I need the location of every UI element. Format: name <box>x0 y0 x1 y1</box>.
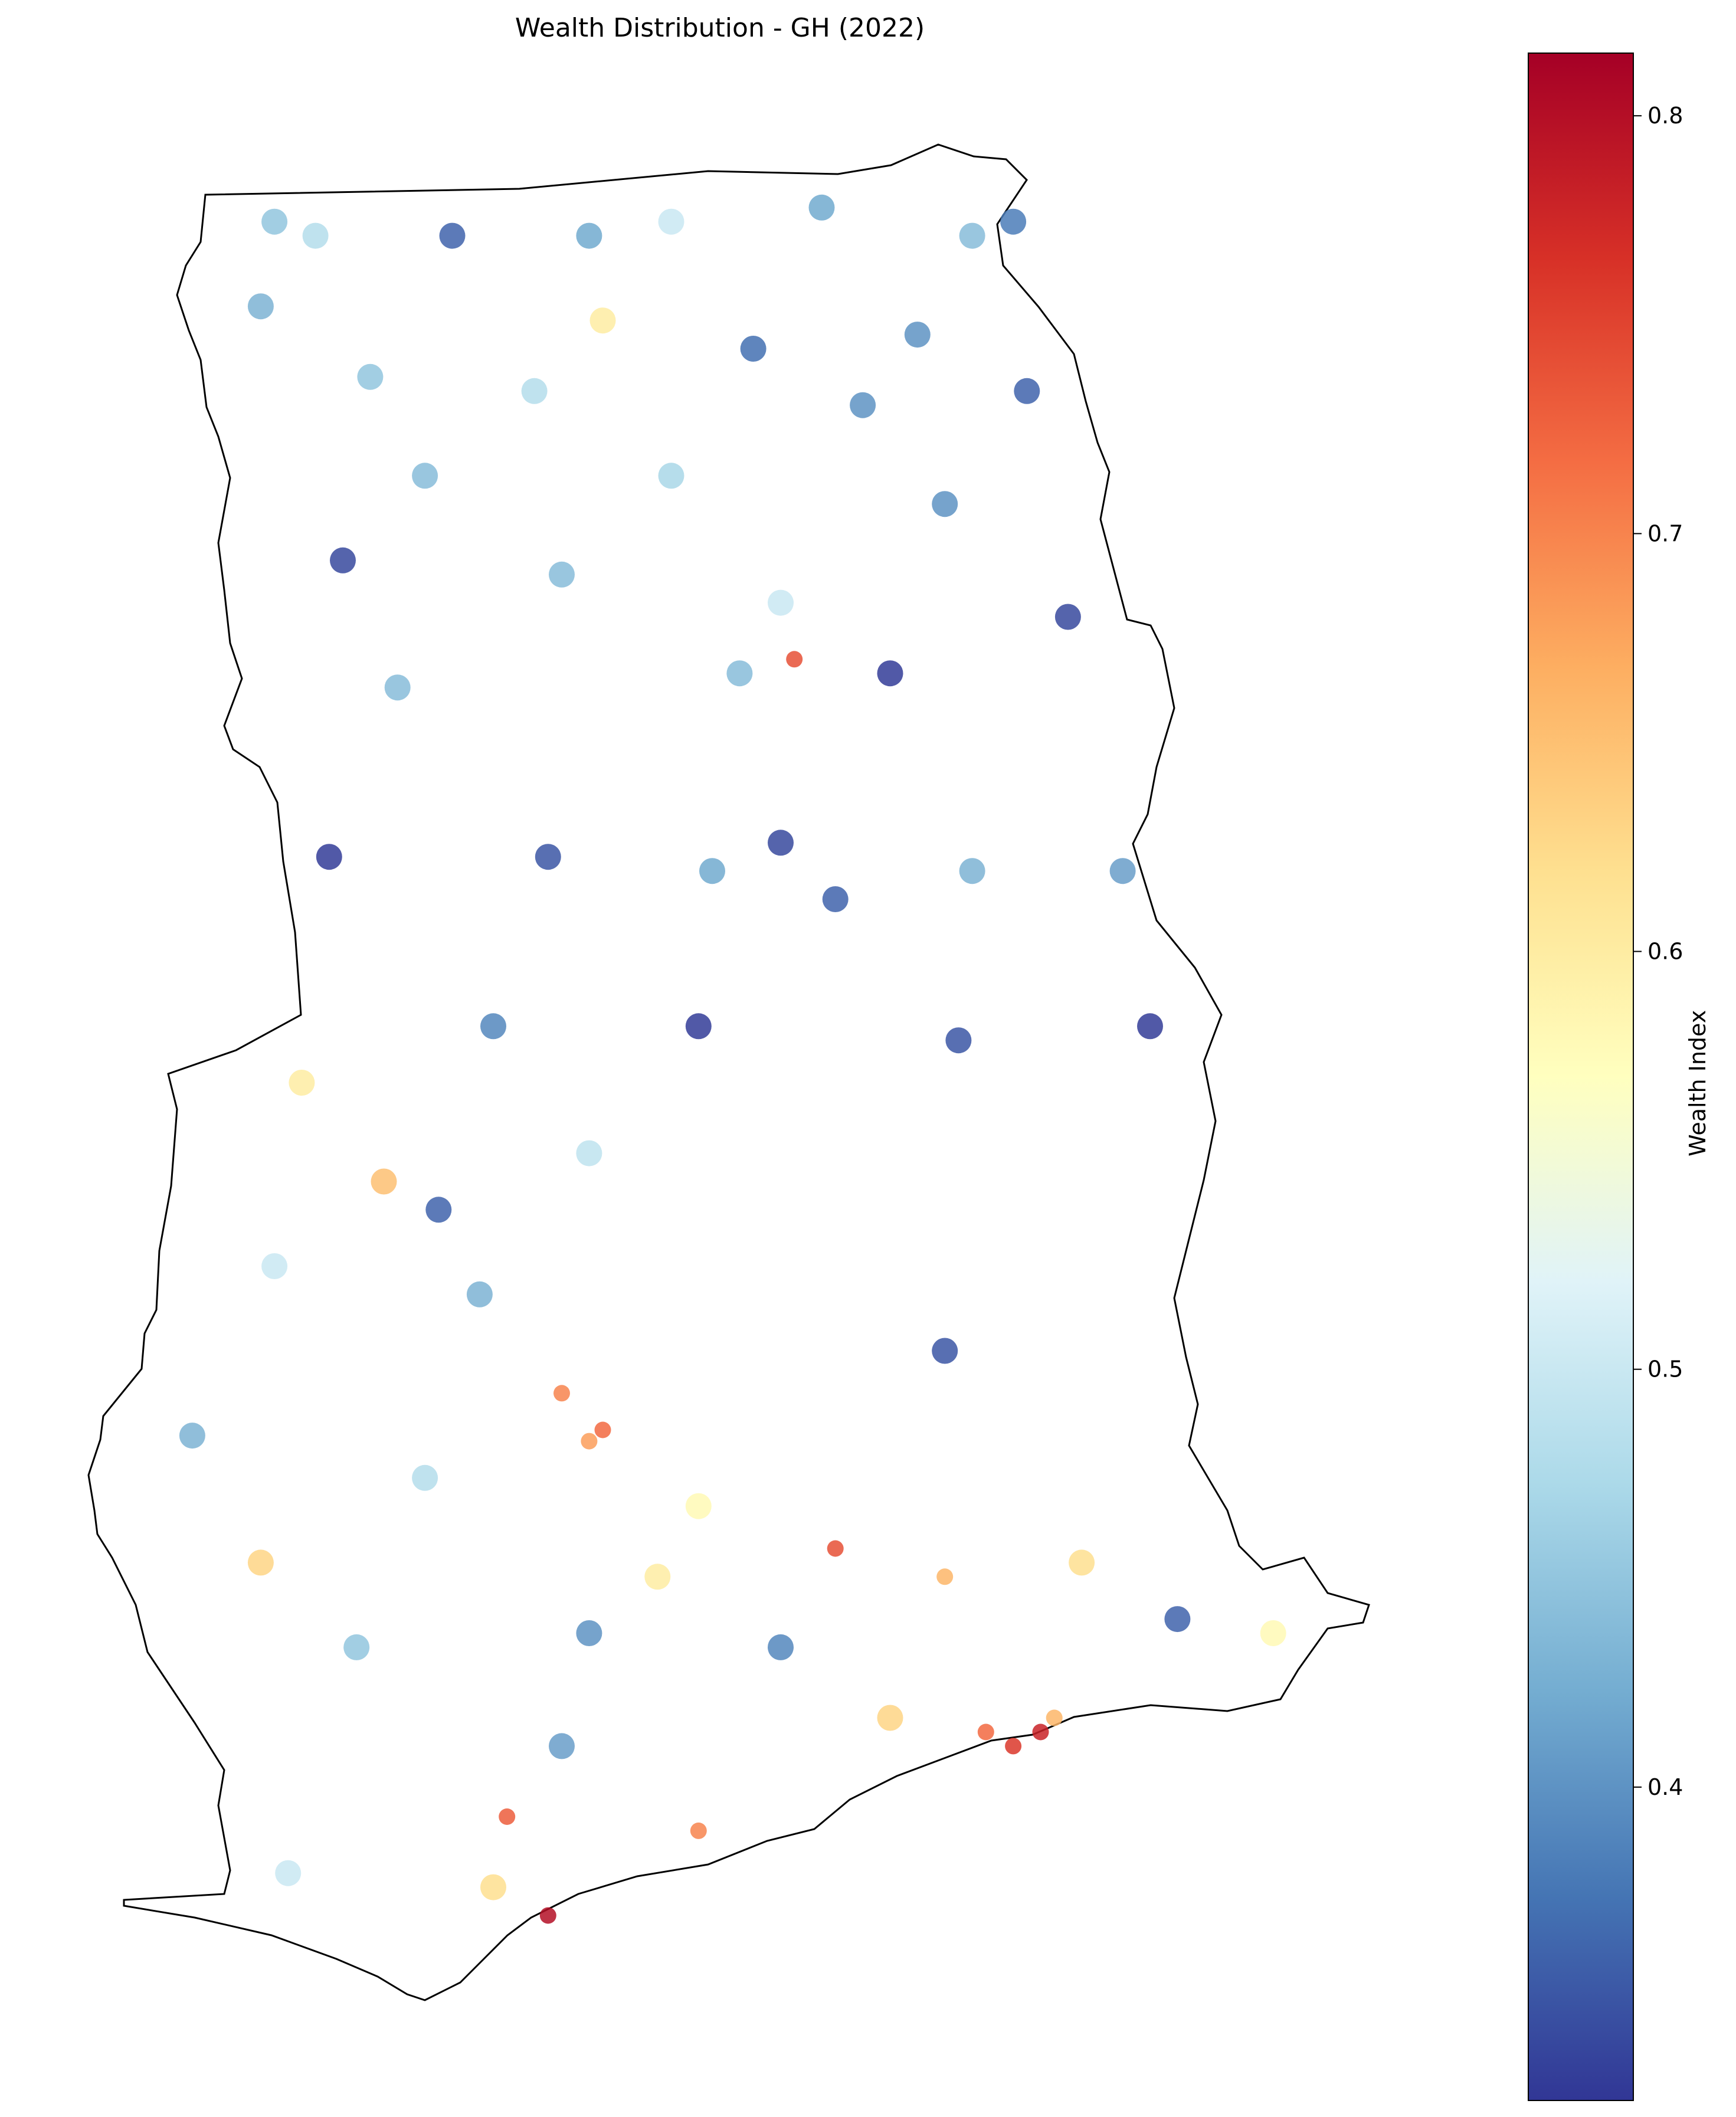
data-point <box>371 1168 397 1195</box>
data-point <box>480 1013 506 1040</box>
country-outline <box>87 143 1370 2001</box>
data-point <box>343 1634 370 1660</box>
data-point <box>1005 1738 1022 1755</box>
data-point <box>247 1549 274 1576</box>
data-point <box>549 561 575 588</box>
data-point <box>877 1705 903 1731</box>
data-point <box>808 194 835 221</box>
data-point <box>685 1013 712 1040</box>
data-point <box>261 208 288 235</box>
data-point <box>945 1027 972 1054</box>
data-point <box>425 1197 452 1223</box>
data-point <box>576 1140 602 1166</box>
data-point <box>1014 378 1040 404</box>
data-point <box>726 660 753 687</box>
data-point <box>330 547 356 574</box>
data-point <box>690 1822 707 1839</box>
colorbar-label: Wealth Index <box>1685 1010 1711 1156</box>
colorbar-gradient <box>1528 53 1634 2101</box>
data-point <box>261 1253 288 1279</box>
data-point <box>1260 1620 1286 1646</box>
colorbar-tick-label: 0.4 <box>1647 1774 1683 1800</box>
data-point <box>850 392 876 418</box>
data-point <box>466 1281 493 1307</box>
data-point <box>1137 1013 1163 1040</box>
data-point <box>1032 1723 1049 1741</box>
colorbar: 0.4 0.5 0.6 0.7 0.8 <box>1528 53 1683 2101</box>
data-point <box>932 491 958 517</box>
data-point <box>384 674 411 701</box>
data-point <box>275 1860 302 1886</box>
data-point <box>644 1564 671 1590</box>
data-point <box>685 1493 712 1519</box>
data-point <box>658 208 684 235</box>
data-point <box>1164 1606 1191 1633</box>
data-point <box>768 589 794 616</box>
data-point <box>768 830 794 856</box>
data-point <box>521 378 548 404</box>
colorbar-tick-label: 0.8 <box>1647 103 1683 129</box>
data-point <box>977 1723 994 1741</box>
chart-title: Wealth Distribution - GH (2022) <box>515 13 925 43</box>
points-layer <box>179 194 1286 1924</box>
data-point <box>549 1733 575 1759</box>
data-point <box>439 222 466 249</box>
data-point <box>480 1874 506 1900</box>
data-point <box>499 1808 516 1825</box>
data-point <box>768 1634 794 1660</box>
data-point <box>589 307 616 334</box>
data-point <box>1000 208 1027 235</box>
data-point <box>786 651 803 668</box>
data-point <box>576 1620 602 1646</box>
data-point <box>1069 1549 1095 1576</box>
data-point <box>553 1385 570 1402</box>
data-point <box>1046 1709 1063 1726</box>
data-point <box>302 222 329 249</box>
data-point <box>289 1070 315 1096</box>
data-point <box>576 222 602 249</box>
data-point <box>959 858 985 884</box>
data-point <box>539 1907 556 1924</box>
data-point <box>357 363 384 390</box>
data-point <box>959 222 985 249</box>
data-point <box>827 1540 844 1557</box>
data-point <box>179 1423 205 1449</box>
data-point <box>936 1568 954 1585</box>
data-point <box>740 336 767 362</box>
data-point <box>316 844 342 870</box>
data-point <box>412 463 438 489</box>
data-point <box>822 886 849 912</box>
data-point <box>877 660 903 687</box>
data-point <box>247 293 274 320</box>
data-point <box>594 1421 611 1438</box>
colorbar-tick-label: 0.5 <box>1647 1356 1683 1382</box>
data-point <box>412 1464 438 1491</box>
data-point <box>1054 604 1081 630</box>
data-point <box>658 463 684 489</box>
colorbar-tick-label: 0.6 <box>1647 939 1683 965</box>
data-point <box>1109 858 1136 884</box>
data-point <box>535 844 561 870</box>
colorbar-tick-label: 0.7 <box>1647 520 1683 546</box>
data-point <box>699 858 725 884</box>
data-point <box>581 1433 598 1450</box>
data-point <box>932 1338 958 1364</box>
data-point <box>904 322 931 348</box>
